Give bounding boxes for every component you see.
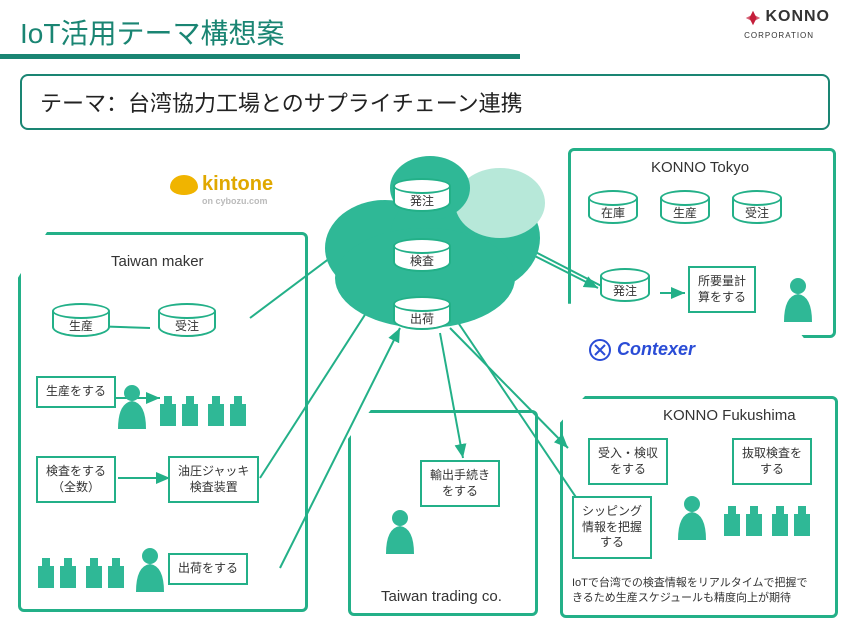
kt-person [778,276,818,322]
kt-cyl-prod: 生産 [660,190,710,230]
cloud-cyl-label: 出荷 [393,310,451,327]
diagram-container: 発注 検査 出荷 kintone on cybozu.com Taiwan ma… [0,138,850,628]
kintone-text: kintone [202,173,273,195]
region-title: KONNO Tokyo [651,159,749,176]
kt-box-calc: 所要量計 算をする [688,266,756,313]
cloud-cyl-label: 検査 [393,252,451,269]
contexer-text: Contexer [617,339,695,359]
tm-box-jack: 油圧ジャッキ 検査装置 [168,456,259,503]
kt-cyl-recv: 受注 [732,190,782,230]
tm-person-1 [112,383,152,429]
kt-cyl-stock: 在庫 [588,190,638,230]
tm-box-ship: 出荷をする [168,553,248,585]
tt-person [380,508,420,554]
tm-box-inspect: 検査をする （全数） [36,456,116,503]
kt-cyl-order: 発注 [600,268,650,308]
tm-person-2 [130,546,170,592]
cloud-cyl-inspect: 検査 [393,238,451,278]
kf-box-shipping: シッピング 情報を把握 する [572,496,652,559]
tm-box-produce: 生産をする [36,376,116,408]
cyl-label: 在庫 [588,204,638,221]
corp-brand: KONNO [765,8,830,25]
page-title: IoT活用テーマ構想案 [20,12,284,52]
cyl-label: 受注 [158,317,216,334]
title-underline [0,54,520,59]
corp-sub: CORPORATION [744,31,814,40]
cyl-label: 生産 [660,204,710,221]
kf-machines [722,504,812,545]
kf-person [672,494,712,540]
kf-box-sample: 抜取検査を する [732,438,812,485]
cloud-cyl-order: 発注 [393,178,451,218]
cloud-cyl-ship: 出荷 [393,296,451,336]
tm-cyl-production: 生産 [52,303,110,343]
tm-machines-2 [36,556,126,597]
kintone-logo: kintone on cybozu.com [170,173,273,206]
region-title: KONNO Fukushima [663,407,796,424]
tm-machines-1 [158,394,248,435]
kintone-icon [170,175,198,195]
kintone-sub: on cybozu.com [202,196,273,206]
cyl-label: 発注 [600,282,650,299]
cloud-cyl-label: 発注 [393,192,451,209]
tm-cyl-receive: 受注 [158,303,216,343]
corp-logo-icon [744,9,762,27]
cyl-label: 受注 [732,204,782,221]
cyl-label: 生産 [52,317,110,334]
corp-logo: KONNO CORPORATION [744,8,830,41]
subtitle: テーマ：台湾協力工場とのサプライチェーン連携 [20,74,830,130]
kf-note: IoTで台湾での検査情報をリアルタイムで把握で きるため生産スケジュールも精度向… [572,576,830,607]
contexer-icon [588,338,612,362]
kf-box-receive: 受入・検収 をする [588,438,668,485]
contexer-logo: Contexer [588,338,695,362]
region-taiwan-trading: Taiwan trading co. [348,410,538,616]
region-title: Taiwan maker [111,253,204,270]
tt-box-export: 輸出手続き をする [420,460,500,507]
region-title: Taiwan trading co. [381,588,502,605]
